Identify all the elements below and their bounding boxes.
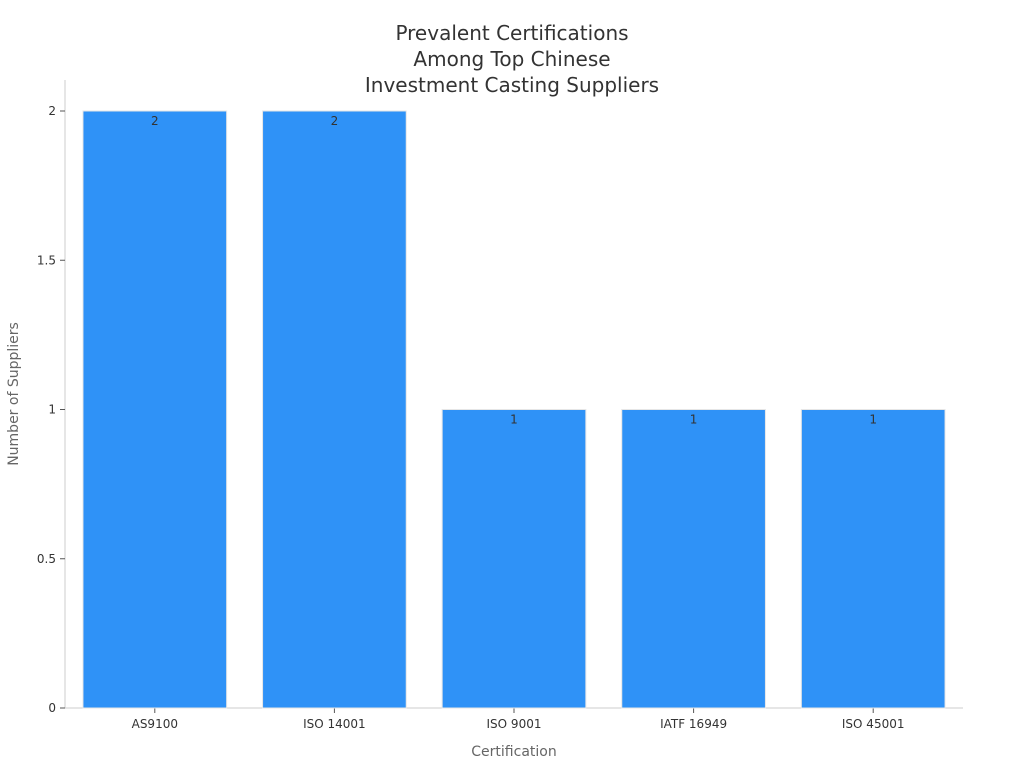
x-axis-label: Certification [471, 744, 556, 760]
bar-iso-9001 [441, 409, 587, 709]
y-tick-label: 1 [48, 403, 56, 417]
x-tick-label: ISO 45001 [842, 717, 905, 731]
bar-value-label: 2 [151, 114, 159, 128]
x-tick-label: IATF 16949 [660, 717, 727, 731]
bar-iatf-16949 [621, 409, 766, 709]
bar-value-label: 1 [510, 413, 518, 427]
chart-title-line-2: Among Top Chinese [413, 47, 610, 71]
y-axis: 0 0.5 1 1.5 2 [37, 80, 66, 715]
y-tick-label: 0 [48, 701, 56, 715]
x-tick-label: ISO 14001 [303, 717, 366, 731]
bars [82, 110, 946, 709]
data-labels: 2 2 1 1 1 [151, 114, 877, 427]
chart-title-line-3: Investment Casting Suppliers [365, 73, 659, 97]
bar-value-label: 2 [331, 114, 339, 128]
bar-value-label: 1 [869, 413, 877, 427]
x-axis: AS9100 ISO 14001 ISO 9001 IATF 16949 ISO 450… [65, 707, 963, 731]
bar-iso-45001 [800, 409, 946, 709]
y-axis-label: Number of Suppliers [6, 322, 22, 466]
bar-as9100 [82, 110, 228, 709]
y-tick-label: 2 [48, 104, 56, 118]
y-tick-label: 1.5 [37, 253, 56, 267]
bar-iso-14001 [262, 110, 407, 709]
y-tick-label: 0.5 [37, 552, 56, 566]
x-tick-label: AS9100 [132, 717, 178, 731]
x-tick-label: ISO 9001 [487, 717, 542, 731]
chart-title-line-1: Prevalent Certifications [395, 21, 628, 45]
bar-value-label: 1 [690, 413, 698, 427]
